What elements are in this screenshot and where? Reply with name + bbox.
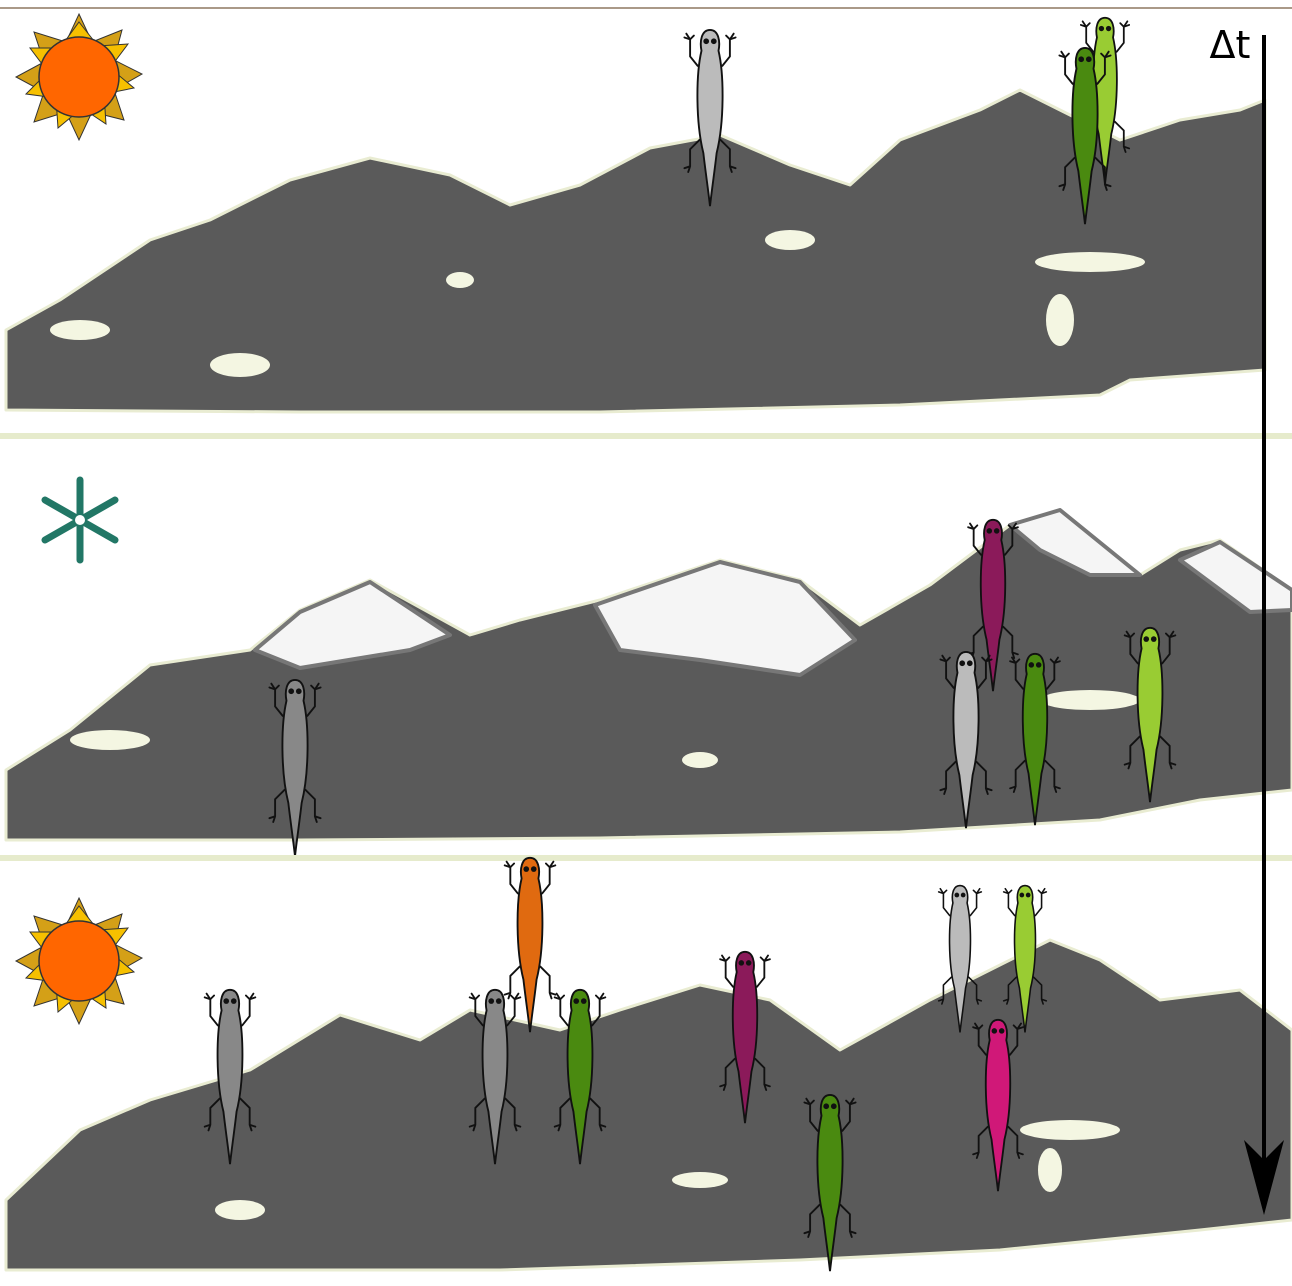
rock-gap — [682, 752, 718, 768]
time-label: Δt — [1210, 23, 1251, 67]
rock-gap — [765, 230, 815, 250]
rock-gap — [446, 272, 474, 288]
rock-gap — [210, 353, 270, 377]
snowflake-icon — [45, 480, 115, 560]
rock-gap — [1020, 1120, 1120, 1140]
sun-icon — [16, 898, 142, 1024]
rock-gap — [70, 730, 150, 750]
rock-gap — [1040, 690, 1140, 710]
scene: Δt — [0, 0, 1292, 1282]
sun-icon — [16, 14, 142, 140]
rock-gap — [1046, 294, 1074, 346]
panel-summer-2 — [6, 858, 1292, 1271]
panel-summer-1 — [6, 14, 1265, 412]
rock-gap — [1035, 252, 1145, 272]
rock-gap — [672, 1172, 728, 1188]
mountains — [6, 940, 1292, 1270]
rock-gap — [215, 1200, 265, 1220]
lizard — [505, 858, 556, 1032]
panel-winter — [6, 480, 1292, 856]
rock-gap — [50, 320, 110, 340]
rock-gap — [1038, 1148, 1062, 1192]
